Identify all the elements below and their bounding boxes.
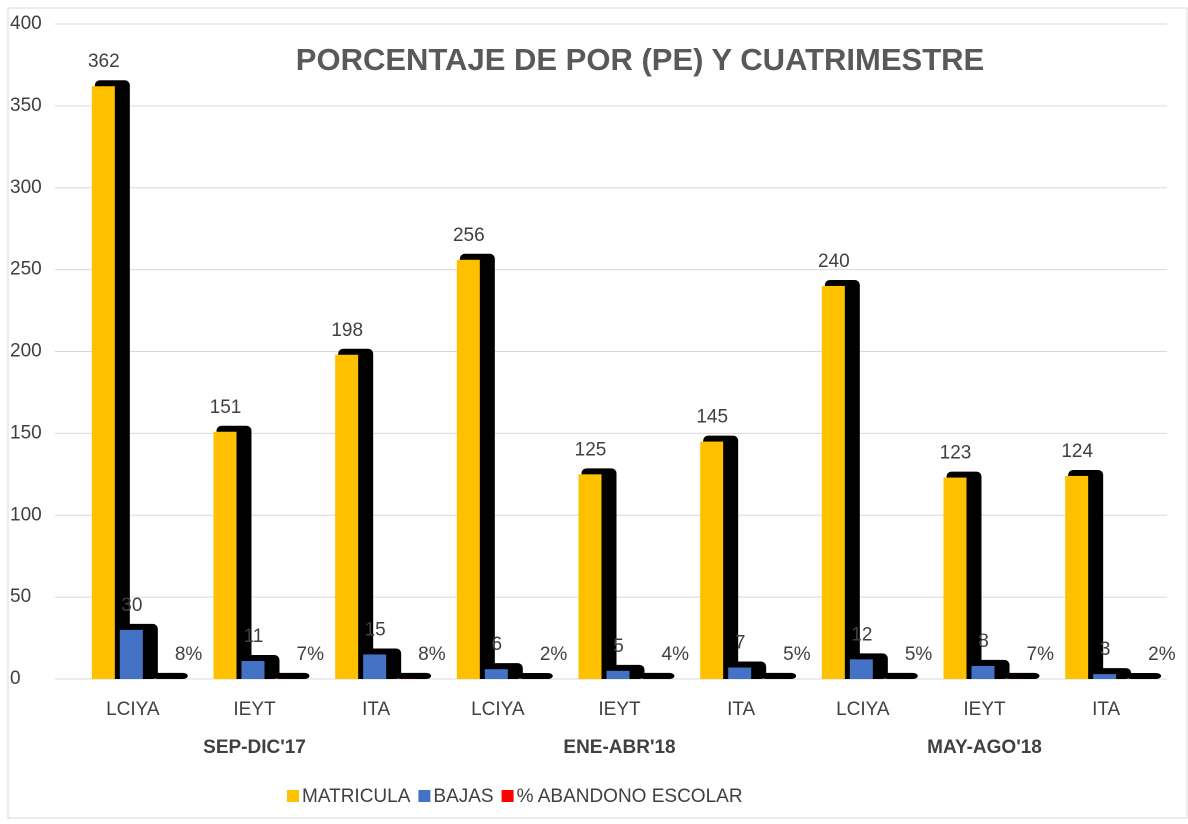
data-label: 8% bbox=[418, 644, 446, 665]
data-label: 8% bbox=[175, 644, 203, 665]
bar-side bbox=[1005, 673, 1040, 679]
x-tick-label: LCIYA bbox=[836, 699, 890, 720]
data-label: 6 bbox=[492, 634, 503, 655]
data-label: 124 bbox=[1061, 441, 1093, 462]
y-tick-label: 250 bbox=[10, 259, 42, 280]
bar bbox=[242, 661, 265, 679]
bar-side bbox=[396, 673, 431, 679]
data-label: 198 bbox=[331, 320, 363, 341]
x-tick-label: ITA bbox=[362, 699, 390, 720]
data-label: 125 bbox=[575, 439, 607, 460]
x-tick-label: IEYT bbox=[963, 699, 1006, 720]
x-tick-label: IEYT bbox=[233, 699, 276, 720]
y-tick-label: 100 bbox=[10, 504, 42, 525]
legend-label: BAJAS bbox=[433, 786, 493, 807]
data-label: 151 bbox=[210, 397, 242, 418]
y-tick-label: 200 bbox=[10, 341, 42, 362]
data-label: 8 bbox=[978, 631, 989, 652]
y-tick-label: 150 bbox=[10, 422, 42, 443]
y-tick-label: 400 bbox=[10, 13, 42, 34]
bar-side bbox=[275, 673, 310, 679]
data-label: 30 bbox=[121, 595, 142, 616]
bar-side bbox=[761, 673, 796, 679]
group-label: ENE-ABR'18 bbox=[563, 737, 675, 758]
legend-label: % ABANDONO ESCOLAR bbox=[517, 786, 743, 807]
bar bbox=[214, 432, 237, 679]
data-label: 145 bbox=[696, 407, 728, 428]
data-label: 2% bbox=[540, 644, 568, 665]
x-tick-label: LCIYA bbox=[106, 699, 160, 720]
y-tick-label: 350 bbox=[10, 95, 42, 116]
data-label: 7% bbox=[1027, 644, 1055, 665]
data-label: 3 bbox=[1100, 639, 1111, 660]
data-label: 240 bbox=[818, 251, 850, 272]
x-tick-label: ITA bbox=[1092, 699, 1120, 720]
bar-side bbox=[883, 673, 918, 679]
x-tick-label: LCIYA bbox=[471, 699, 525, 720]
data-label: 11 bbox=[244, 626, 264, 647]
bar bbox=[579, 474, 602, 679]
data-label: 123 bbox=[940, 443, 972, 464]
x-tick-label: IEYT bbox=[598, 699, 641, 720]
data-label: 5 bbox=[613, 636, 624, 657]
bar bbox=[728, 668, 751, 679]
data-label: 12 bbox=[851, 624, 872, 645]
bar bbox=[335, 355, 358, 679]
bar bbox=[700, 442, 723, 679]
legend-swatch bbox=[287, 790, 299, 802]
bar-side bbox=[153, 673, 188, 679]
bar bbox=[363, 654, 386, 679]
data-label: 7 bbox=[735, 633, 746, 654]
data-label: 7% bbox=[297, 644, 325, 665]
data-label: 4% bbox=[662, 644, 690, 665]
bar bbox=[457, 260, 480, 679]
bar bbox=[92, 86, 115, 679]
group-label: MAY-AGO'18 bbox=[927, 737, 1042, 758]
x-tick-label: ITA bbox=[727, 699, 755, 720]
data-label: 15 bbox=[365, 619, 386, 640]
y-tick-label: 50 bbox=[10, 586, 31, 607]
legend-swatch bbox=[502, 790, 514, 802]
y-tick-label: 300 bbox=[10, 177, 42, 198]
data-label: 5% bbox=[783, 644, 811, 665]
bar bbox=[1065, 476, 1088, 679]
data-label: 256 bbox=[453, 225, 485, 246]
legend-swatch bbox=[418, 790, 430, 802]
data-label: 362 bbox=[88, 51, 120, 72]
data-label: 5% bbox=[905, 644, 933, 665]
group-label: SEP-DIC'17 bbox=[203, 737, 306, 758]
bar-side bbox=[640, 673, 675, 679]
chart-border bbox=[8, 8, 1187, 818]
bar bbox=[944, 478, 967, 679]
chart-title: PORCENTAJE DE POR (PE) Y CUATRIMESTRE bbox=[296, 42, 984, 77]
y-tick-label: 0 bbox=[10, 668, 21, 689]
legend-label: MATRICULA bbox=[302, 786, 411, 807]
bar bbox=[822, 286, 845, 679]
data-label: 2% bbox=[1148, 644, 1176, 665]
bar bbox=[607, 671, 630, 679]
bar bbox=[120, 630, 143, 679]
bar-side bbox=[1126, 673, 1161, 679]
bar-side bbox=[518, 673, 553, 679]
bar bbox=[485, 669, 508, 679]
bar bbox=[850, 659, 873, 679]
bar bbox=[1093, 674, 1116, 679]
bar bbox=[972, 666, 995, 679]
